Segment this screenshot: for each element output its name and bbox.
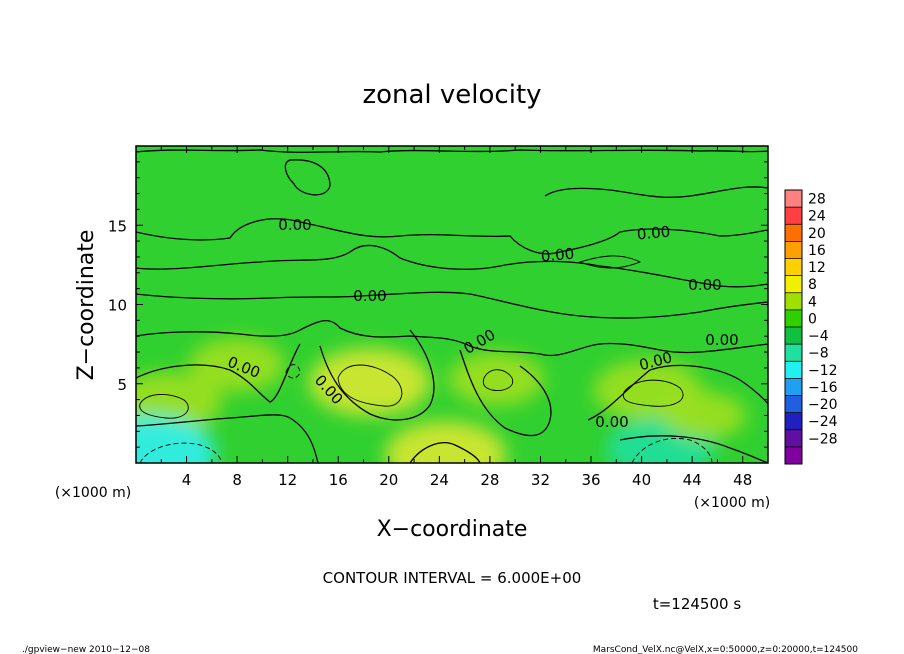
contour-label: 0.00 — [595, 413, 628, 431]
colorbar-swatch — [785, 412, 802, 431]
y-tick-label: 5 — [117, 376, 127, 394]
y-axis: 5 10 15 — [108, 161, 768, 448]
x-tick-label: 8 — [232, 471, 242, 489]
contour-line — [139, 442, 223, 463]
colorbar-swatch — [785, 258, 802, 277]
colorbar-swatch — [785, 395, 802, 414]
contour-line — [136, 414, 319, 463]
x-tick-label: 24 — [430, 471, 449, 489]
colorbar-swatch — [785, 327, 802, 345]
y-tick-label: 15 — [108, 217, 127, 235]
x-tick-label: 40 — [632, 471, 651, 489]
footer-right: MarsCond_VelX.nc@VelX,x=0:50000,z=0:2000… — [593, 645, 858, 654]
contour-line — [284, 159, 331, 196]
contour-line — [285, 364, 301, 379]
colorbar-label: 20 — [808, 226, 826, 242]
y-tick-label: 10 — [108, 297, 127, 315]
contour-line — [139, 394, 189, 419]
colorbar-swatch — [785, 429, 802, 448]
field-feature — [448, 351, 545, 406]
contour-line — [409, 442, 481, 463]
colorbar-label: 8 — [808, 277, 817, 293]
colorbar-swatch — [785, 275, 802, 294]
x-tick-label: 48 — [733, 471, 752, 489]
colorbar-swatch — [785, 446, 802, 465]
chart-title: zonal velocity — [362, 80, 541, 110]
contour-label: 0.00 — [688, 276, 721, 294]
colorbar-label: −24 — [808, 414, 838, 430]
colorbar-label: 24 — [808, 209, 826, 225]
contour-line — [619, 435, 768, 463]
contour-line — [136, 149, 768, 153]
field-feature — [663, 392, 747, 439]
field-feature — [384, 420, 507, 463]
colorbar-label: −20 — [808, 397, 838, 413]
contour-label: 0.00 — [278, 216, 311, 234]
x-tick-label: 20 — [379, 471, 398, 489]
contour-line — [136, 244, 768, 288]
contour-line — [482, 369, 514, 391]
contour-label: 0.00 — [540, 245, 575, 266]
contour-line — [622, 379, 684, 407]
contour-lines — [136, 149, 768, 463]
contour-line — [319, 329, 435, 421]
colorbar-label: −16 — [808, 380, 838, 396]
x-axis-title: X−coordinate — [377, 517, 528, 542]
contour-line — [136, 218, 768, 255]
colorbar-swatch — [785, 241, 802, 259]
x-tick-label: 44 — [683, 471, 702, 489]
x-axis-unit: (×1000 m) — [694, 495, 770, 511]
field-feature — [136, 415, 216, 463]
colorbar-swatch — [785, 344, 802, 362]
contour-label: 0.00 — [636, 223, 671, 244]
y-axis-unit: (×1000 m) — [55, 485, 131, 501]
x-axis: 4 8 12 16 20 24 28 32 36 40 44 48 — [160, 146, 752, 489]
colorbar-label: −28 — [808, 431, 838, 447]
time-text: t=124500 s — [653, 595, 741, 613]
colorbar-swatch — [785, 190, 802, 208]
contour-line — [631, 438, 713, 463]
colorbar-swatch — [785, 224, 802, 242]
x-tick-label: 4 — [182, 471, 192, 489]
colorbar-label: −12 — [808, 363, 838, 379]
plot-area: 0.000.000.000.000.000.000.000.000.000.00… — [135, 145, 769, 464]
colorbar-swatch — [785, 292, 802, 311]
colorbar-swatch — [785, 309, 802, 328]
contour-line — [136, 320, 768, 357]
colorbar-label: 16 — [808, 243, 826, 259]
colorbar-swatch — [785, 207, 802, 225]
colorbar-label: 28 — [808, 192, 826, 208]
x-tick-label: 12 — [278, 471, 297, 489]
contour-line — [544, 186, 768, 198]
contour-line — [136, 291, 768, 319]
colorbar-label: −8 — [808, 346, 829, 362]
x-tick-label: 28 — [480, 471, 499, 489]
x-tick-label: 32 — [531, 471, 550, 489]
colorbar-label: 0 — [808, 311, 817, 327]
contour-line — [459, 349, 552, 437]
colorbar-label: 4 — [808, 294, 817, 310]
contour-label: 0.00 — [353, 287, 386, 305]
x-tick-label: 16 — [329, 471, 348, 489]
contour-label: 0.00 — [705, 331, 738, 349]
colorbar-swatch — [785, 361, 802, 379]
x-tick-label: 36 — [581, 471, 600, 489]
contour-interval-text: CONTOUR INTERVAL = 6.000E+00 — [323, 569, 582, 587]
colorbar-swatch — [785, 378, 802, 396]
colorbar-label: −4 — [808, 329, 829, 345]
footer-left: ./gpview−new 2010−12−08 — [22, 645, 150, 654]
contour-line — [337, 364, 403, 407]
contour-line — [136, 343, 301, 403]
colorbar-label: 12 — [808, 260, 826, 276]
field-feature — [189, 337, 286, 392]
y-axis-title: Z−coordinate — [74, 230, 99, 381]
contour-line — [578, 255, 642, 269]
contour-line — [587, 364, 768, 421]
